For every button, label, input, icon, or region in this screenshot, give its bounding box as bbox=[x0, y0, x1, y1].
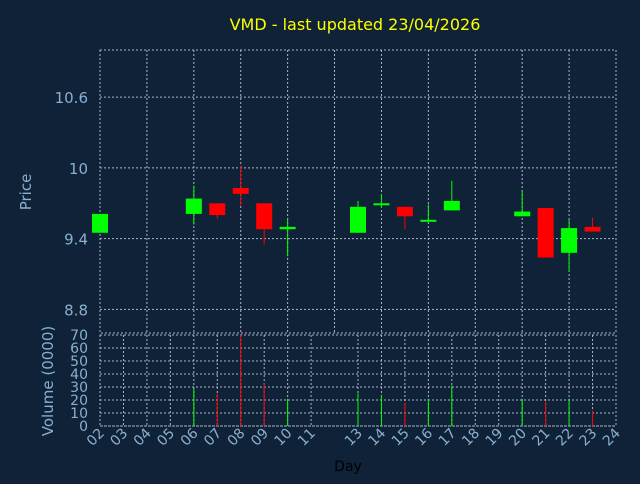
candle-body bbox=[561, 228, 578, 253]
x-tick-label: 15 bbox=[389, 426, 413, 450]
chart-title: VMD - last updated 23/04/2026 bbox=[230, 15, 481, 34]
candle-body bbox=[420, 219, 437, 222]
volume-tick-label: 10 bbox=[70, 406, 88, 422]
x-tick-label: 09 bbox=[248, 426, 272, 450]
candle bbox=[256, 203, 273, 245]
candle bbox=[185, 185, 202, 225]
candle bbox=[279, 218, 296, 257]
x-tick-label: 11 bbox=[295, 426, 319, 450]
x-tick-label: 06 bbox=[178, 425, 202, 449]
candle-body bbox=[92, 213, 108, 233]
candle-body bbox=[256, 203, 273, 230]
price-panel-frame bbox=[99, 49, 617, 334]
candle-body bbox=[279, 226, 296, 230]
x-tick-label: 20 bbox=[506, 426, 530, 450]
candle-body bbox=[209, 203, 226, 216]
x-tick-label: 24 bbox=[600, 425, 624, 449]
candle bbox=[92, 213, 108, 233]
candle bbox=[514, 190, 531, 217]
price-axis-title: Price bbox=[17, 174, 35, 211]
candle-body bbox=[584, 226, 601, 232]
candle bbox=[420, 204, 437, 222]
volume-tick-label: 60 bbox=[70, 341, 88, 357]
price-grid bbox=[99, 49, 617, 334]
x-tick-label: 03 bbox=[107, 426, 131, 450]
x-tick-label: 14 bbox=[365, 425, 389, 449]
candle-body bbox=[185, 198, 202, 214]
x-tick-label: 07 bbox=[201, 426, 225, 450]
x-tick-label: 18 bbox=[459, 426, 483, 450]
candle bbox=[584, 217, 601, 232]
candle bbox=[443, 180, 460, 211]
x-tick-label: 19 bbox=[483, 426, 507, 450]
candle bbox=[537, 208, 554, 258]
volume-tick-label: 30 bbox=[70, 380, 88, 396]
x-tick-label: 13 bbox=[342, 426, 366, 450]
candle bbox=[350, 200, 366, 233]
x-tick-label: 04 bbox=[131, 425, 155, 449]
candle-body bbox=[373, 203, 390, 206]
x-tick-label: 05 bbox=[154, 426, 178, 450]
x-tick-label: 10 bbox=[272, 426, 296, 450]
candle-body bbox=[514, 211, 531, 217]
x-tick-label: 17 bbox=[436, 426, 460, 450]
price-tick-label: 9.4 bbox=[64, 231, 88, 249]
volume-tick-label: 40 bbox=[70, 367, 88, 383]
x-tick-label: 23 bbox=[576, 426, 600, 450]
candle-body bbox=[537, 208, 554, 258]
volume-tick-label: 0 bbox=[79, 419, 88, 435]
price-tick-label: 8.8 bbox=[64, 301, 88, 319]
volume-bars bbox=[193, 335, 594, 426]
volume-tick-label: 20 bbox=[70, 393, 88, 409]
x-tick-label: 16 bbox=[412, 425, 436, 449]
price-tick-label: 10 bbox=[69, 160, 88, 178]
volume-tick-label: 70 bbox=[70, 328, 88, 344]
price-tick-label: 10.6 bbox=[55, 89, 88, 107]
price-candles bbox=[92, 165, 601, 272]
candle bbox=[209, 203, 226, 219]
volume-grid bbox=[99, 334, 617, 427]
candle bbox=[396, 206, 413, 230]
volume-tick-label: 50 bbox=[70, 354, 88, 370]
candle bbox=[373, 193, 390, 209]
volume-axis-title: Volume (0000) bbox=[39, 326, 57, 436]
x-axis-title: Day bbox=[334, 459, 362, 475]
candle bbox=[232, 165, 249, 206]
x-tick-label: 22 bbox=[553, 426, 577, 450]
candle-body bbox=[232, 187, 249, 194]
candle-body bbox=[443, 200, 460, 211]
candle-body bbox=[396, 206, 413, 217]
x-tick-label: 21 bbox=[530, 426, 554, 450]
candle-body bbox=[350, 206, 366, 233]
x-tick-label: 08 bbox=[225, 426, 249, 450]
candle bbox=[561, 219, 578, 272]
